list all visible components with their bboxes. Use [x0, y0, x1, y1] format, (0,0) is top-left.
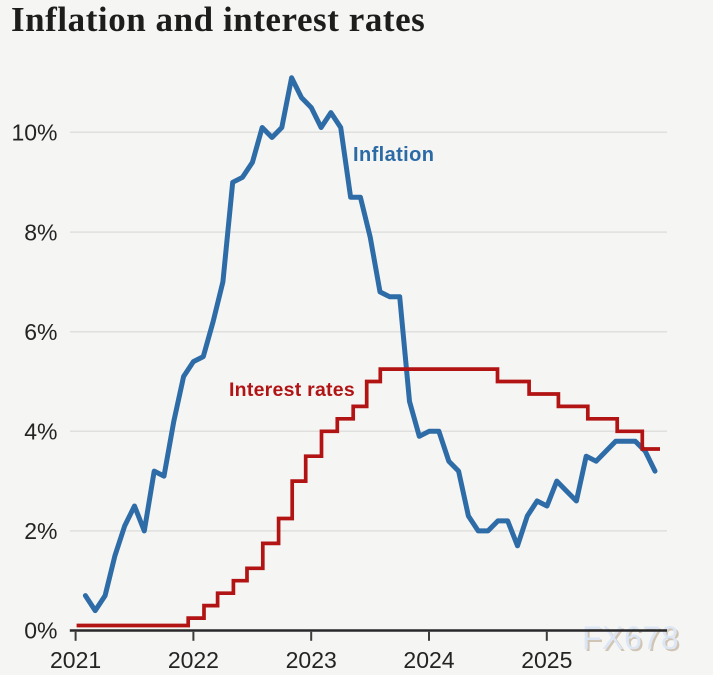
svg-text:8%: 8%: [24, 219, 57, 245]
svg-text:2%: 2%: [24, 518, 57, 544]
svg-text:2023: 2023: [286, 647, 337, 673]
svg-text:2025: 2025: [521, 647, 572, 673]
svg-text:10%: 10%: [11, 120, 57, 146]
svg-text:6%: 6%: [24, 319, 57, 345]
svg-text:2021: 2021: [50, 647, 101, 673]
svg-text:4%: 4%: [24, 419, 57, 445]
svg-text:0%: 0%: [24, 618, 57, 644]
svg-text:2022: 2022: [168, 647, 219, 673]
svg-text:2024: 2024: [403, 647, 454, 673]
